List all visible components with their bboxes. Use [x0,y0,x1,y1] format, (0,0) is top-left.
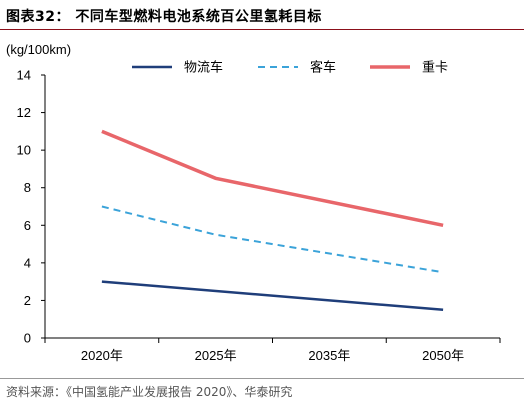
legend-label-3: 重卡 [422,60,448,75]
x-tick-label: 2020年 [81,348,123,363]
y-axis-label: (kg/100km) [6,42,71,57]
series-line-2 [101,205,444,274]
x-tick-label: 2025年 [195,348,237,363]
source-note: 资料来源：《中国氢能产业发展报告 2020》、华泰研究 [6,385,293,399]
x-tick-label: 2035年 [308,348,350,363]
y-tick-label: 0 [24,331,31,346]
y-tick-label: 10 [17,143,31,158]
figure-title: 图表32： 不同车型燃料电池系统百公里氢耗目标 [6,9,322,25]
series-line-3 [101,129,444,228]
source-divider [0,378,524,379]
y-tick-label: 4 [24,255,31,270]
y-tick-label: 6 [24,218,31,233]
y-tick-label: 12 [17,105,31,120]
legend-label-2: 客车 [310,60,336,75]
y-tick-label: 14 [17,68,31,83]
line-chart: (kg/100km) 0 2 4 6 8 10 12 14 2020年 2025年 2035年 2050… [6,42,501,363]
title-bar: 图表32： 不同车型燃料电池系统百公里氢耗目标 [0,0,524,30]
y-tick-label: 2 [24,293,31,308]
series-line-1 [101,280,444,312]
x-tick-label: 2050年 [422,348,464,363]
y-tick-label: 8 [24,180,31,195]
legend-label-1: 物流车 [184,60,223,75]
